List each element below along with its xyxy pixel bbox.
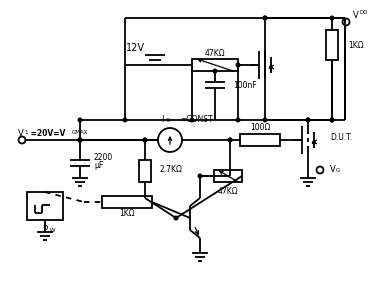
Circle shape bbox=[263, 16, 267, 20]
Text: 47KΩ: 47KΩ bbox=[218, 186, 238, 196]
Text: W: W bbox=[50, 228, 55, 233]
Text: GMAX: GMAX bbox=[72, 130, 88, 136]
Text: =CONST: =CONST bbox=[180, 115, 213, 125]
Circle shape bbox=[263, 16, 267, 20]
Text: G: G bbox=[166, 117, 170, 123]
Text: 100nF: 100nF bbox=[233, 80, 257, 89]
Text: =20V=V: =20V=V bbox=[28, 128, 65, 138]
Text: V: V bbox=[330, 166, 336, 175]
Bar bbox=[214, 170, 242, 182]
Bar bbox=[240, 134, 280, 146]
Circle shape bbox=[330, 16, 334, 20]
Text: 1: 1 bbox=[24, 130, 28, 136]
Text: 1KΩ: 1KΩ bbox=[119, 209, 135, 218]
Bar bbox=[102, 196, 152, 208]
Circle shape bbox=[143, 138, 147, 142]
Circle shape bbox=[236, 63, 240, 67]
Circle shape bbox=[78, 138, 82, 142]
Circle shape bbox=[330, 118, 334, 122]
Text: 2.7KΩ: 2.7KΩ bbox=[159, 166, 182, 175]
Circle shape bbox=[213, 69, 217, 73]
Circle shape bbox=[198, 174, 202, 178]
Circle shape bbox=[78, 138, 82, 142]
Circle shape bbox=[190, 118, 194, 122]
Text: 47KΩ: 47KΩ bbox=[205, 48, 225, 57]
Text: μF: μF bbox=[94, 162, 103, 170]
Bar bbox=[192, 59, 238, 71]
Text: 1KΩ: 1KΩ bbox=[348, 40, 364, 50]
Circle shape bbox=[228, 138, 232, 142]
Text: P: P bbox=[42, 226, 48, 235]
Circle shape bbox=[330, 118, 334, 122]
Circle shape bbox=[306, 118, 310, 122]
Circle shape bbox=[143, 138, 147, 142]
Text: G: G bbox=[336, 168, 340, 173]
Bar bbox=[27, 192, 63, 220]
Circle shape bbox=[78, 118, 82, 122]
Text: V: V bbox=[353, 12, 359, 20]
Circle shape bbox=[123, 118, 127, 122]
Text: V: V bbox=[18, 128, 24, 138]
Text: 12V: 12V bbox=[125, 43, 144, 53]
Circle shape bbox=[228, 138, 232, 142]
Circle shape bbox=[174, 216, 178, 220]
Circle shape bbox=[78, 138, 82, 142]
Text: D.U.T.: D.U.T. bbox=[330, 134, 352, 143]
Text: 2200: 2200 bbox=[94, 153, 113, 162]
Circle shape bbox=[236, 118, 240, 122]
Text: 100Ω: 100Ω bbox=[250, 123, 270, 132]
Circle shape bbox=[306, 118, 310, 122]
Bar bbox=[326, 30, 338, 60]
Bar bbox=[139, 160, 151, 182]
Text: I: I bbox=[161, 115, 163, 125]
Circle shape bbox=[263, 118, 267, 122]
Text: DD: DD bbox=[359, 10, 367, 14]
